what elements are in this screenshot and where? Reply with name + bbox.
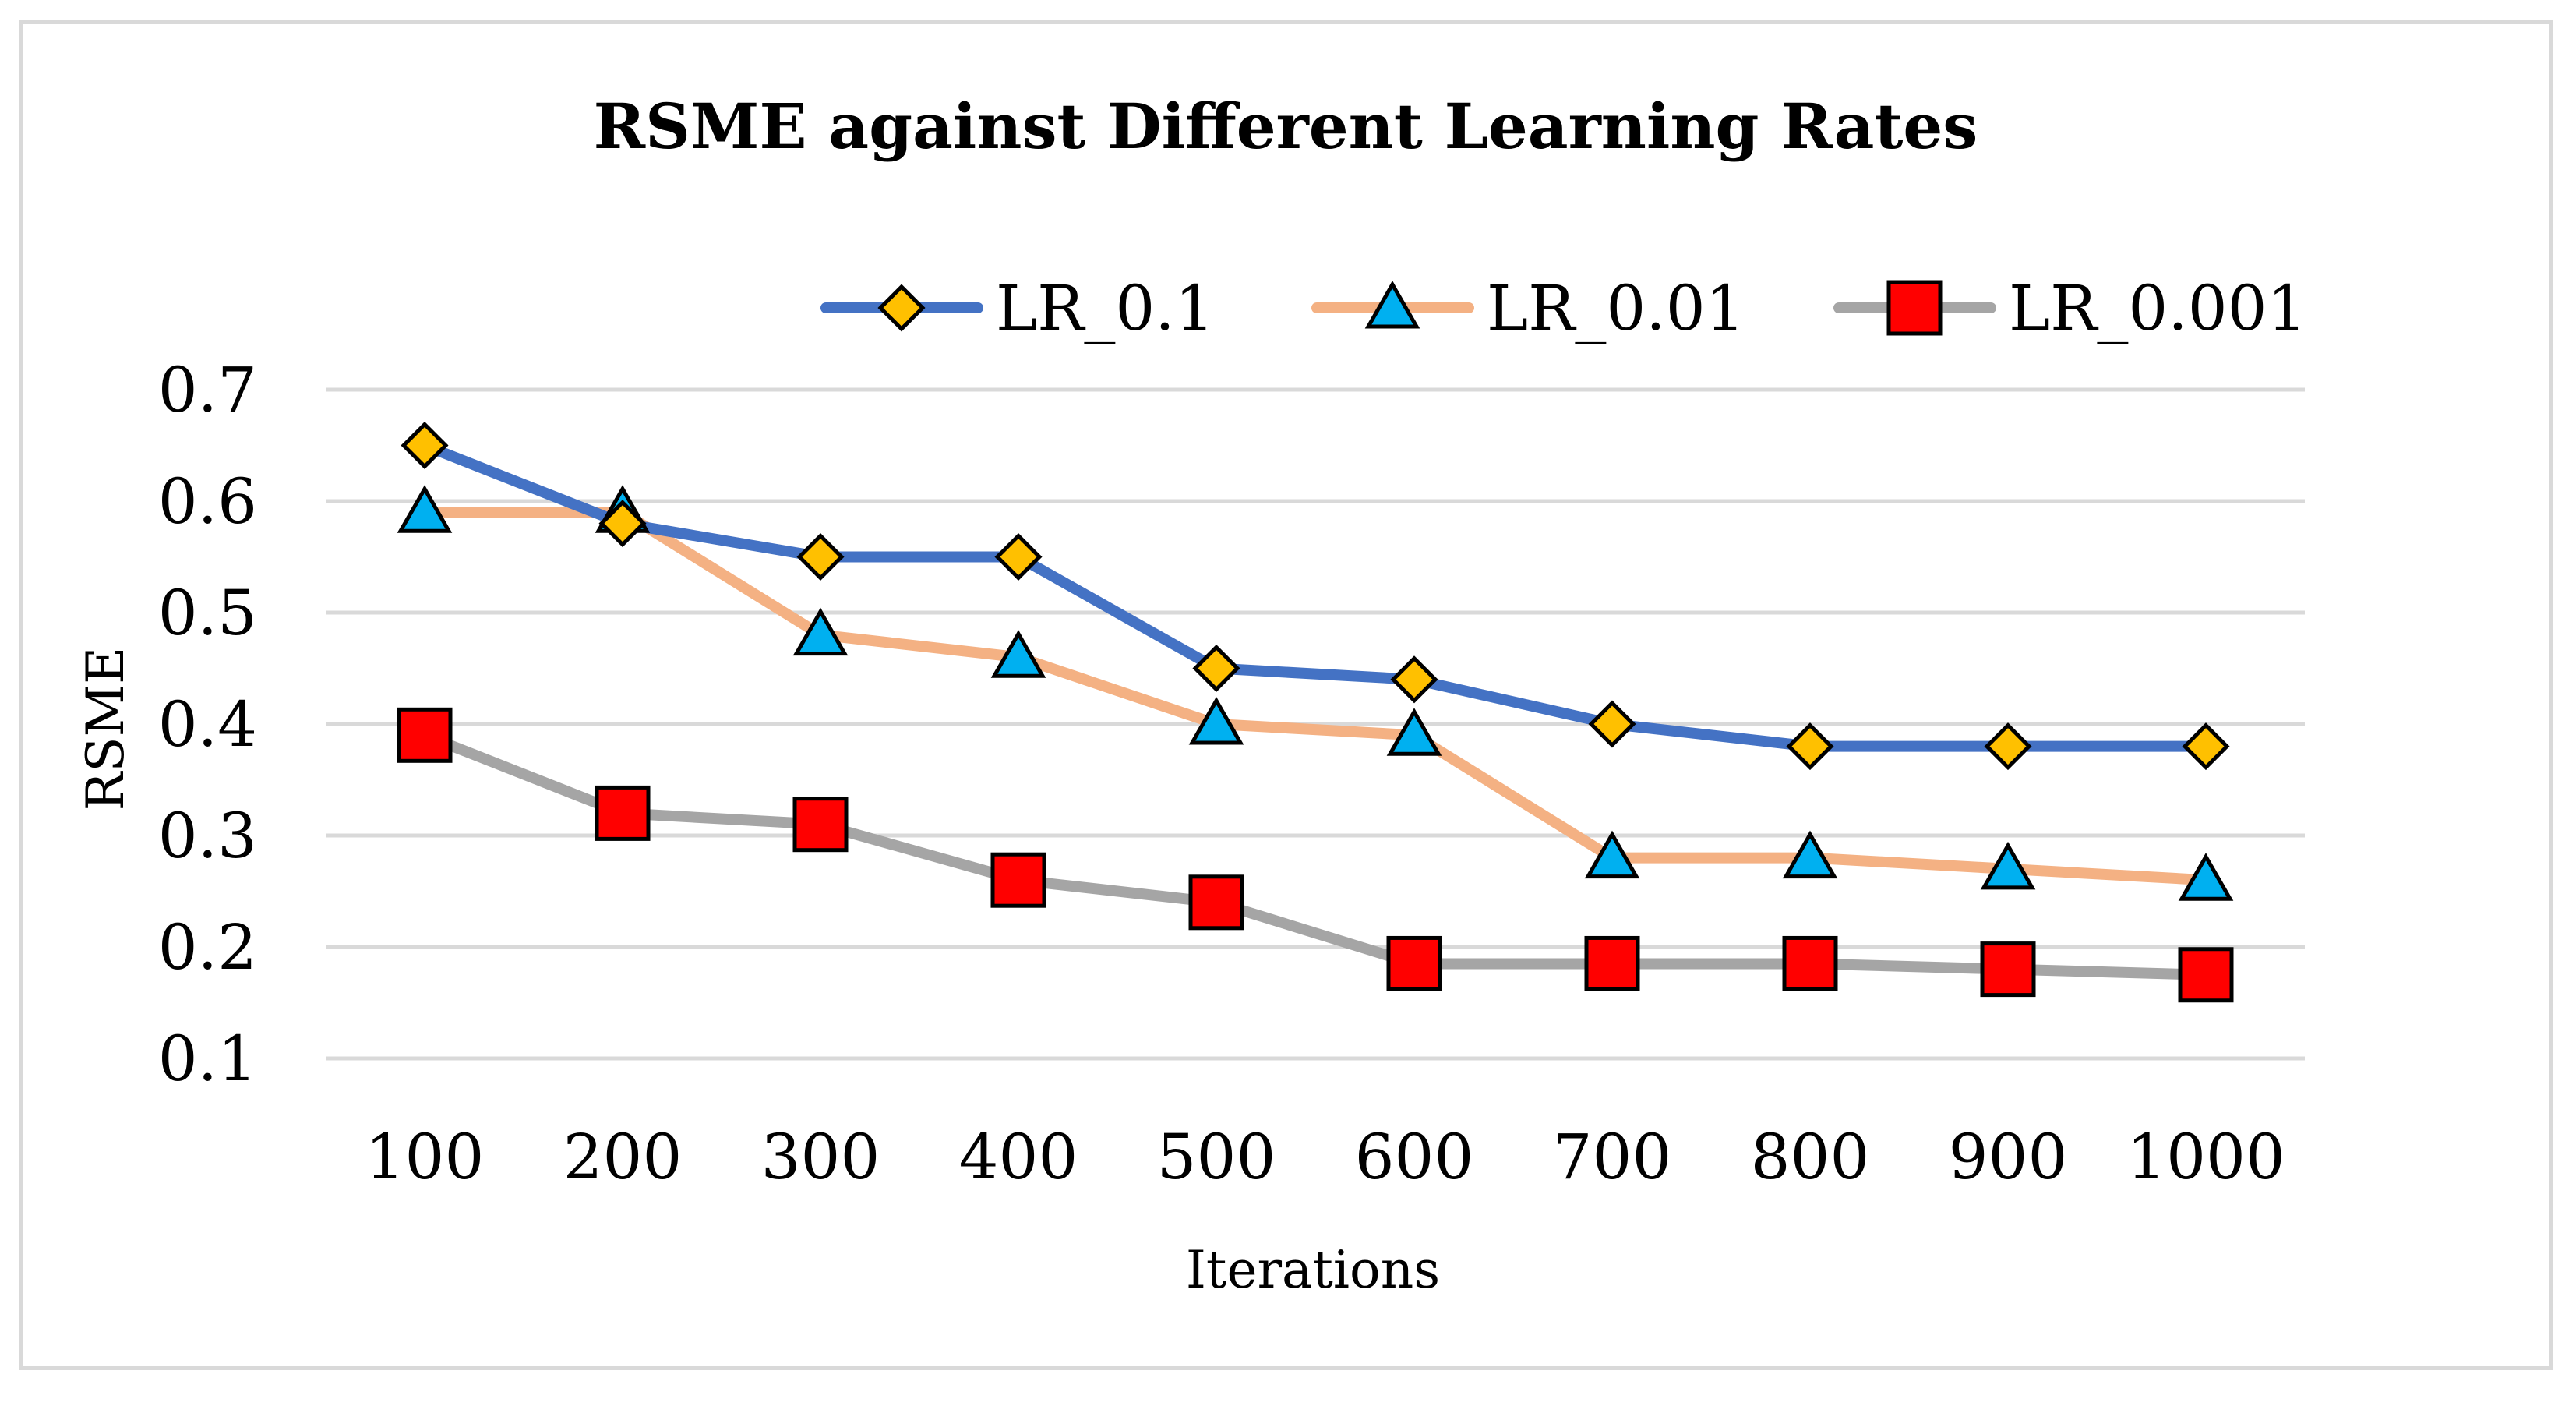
data-point-LR_0.001 (1782, 935, 1838, 991)
data-point-LR_0.001 (792, 797, 849, 853)
data-point-LR_0.001 (1188, 874, 1244, 931)
data-point-LR_0.001 (2178, 947, 2234, 1003)
x-tick-label: 400 (959, 1121, 1078, 1193)
data-point-LR_0.01 (2178, 853, 2234, 901)
data-point-LR_0.1 (796, 532, 845, 581)
y-tick-label: 0.3 (158, 800, 257, 872)
series-group (397, 421, 2234, 1003)
x-tick-label: 100 (365, 1121, 485, 1193)
data-point-LR_0.1 (401, 421, 449, 470)
legend-marker-LR_0.01 (1364, 280, 1420, 329)
x-tick-label: 600 (1355, 1121, 1474, 1193)
data-point-LR_0.01 (1980, 841, 2036, 890)
data-point-LR_0.01 (1782, 830, 1838, 879)
legend-marker-LR_0.001 (1886, 280, 1943, 336)
data-point-LR_0.01 (792, 607, 849, 656)
data-point-LR_0.1 (2182, 722, 2230, 771)
data-point-LR_0.1 (994, 532, 1043, 581)
data-point-LR_0.001 (595, 785, 651, 841)
y-tick-label: 0.5 (158, 577, 257, 649)
x-axis-ticks: 100 200 300 400 500 600 700 800 900 1000 (365, 1121, 2285, 1193)
series-line-LR_0.001 (419, 729, 2211, 980)
x-tick-label: 800 (1751, 1121, 1870, 1193)
y-axis-ticks: 0.1 0.2 0.3 0.4 0.5 0.6 0.7 (158, 354, 257, 1095)
legend-label-LR_0.001: LR_0.001 (2009, 272, 2306, 344)
series-line-LR_0.1 (419, 440, 2211, 752)
y-tick-label: 0.4 (158, 688, 257, 761)
data-point-LR_0.1 (1984, 722, 2032, 771)
data-point-LR_0.01 (1386, 708, 1442, 756)
legend-label-LR_0.1: LR_0.1 (996, 272, 1215, 344)
data-point-LR_0.01 (1584, 830, 1640, 879)
data-point-LR_0.001 (1980, 941, 2036, 998)
legend-label-LR_0.01: LR_0.01 (1487, 272, 1745, 344)
chart-title: RSME against Different Learning Rates (594, 90, 1978, 163)
x-tick-label: 700 (1553, 1121, 1672, 1193)
data-point-LR_0.001 (990, 852, 1046, 908)
legend: LR_0.1 LR_0.01 LR_0.001 (820, 272, 2306, 344)
data-point-LR_0.1 (1786, 722, 1834, 771)
y-tick-label: 0.1 (158, 1023, 257, 1095)
y-axis-label: RSME (76, 647, 136, 811)
data-point-LR_0.1 (598, 500, 647, 548)
legend-marker-LR_0.1 (877, 284, 926, 332)
y-tick-label: 0.7 (158, 354, 257, 426)
data-point-LR_0.1 (1588, 700, 1636, 748)
x-tick-label: 1000 (2126, 1121, 2285, 1193)
chart-frame (19, 20, 2553, 1370)
gridlines (326, 387, 2305, 1061)
data-point-LR_0.01 (397, 485, 453, 533)
data-point-LR_0.001 (1386, 935, 1442, 991)
data-point-LR_0.001 (397, 707, 453, 763)
x-tick-label: 200 (563, 1121, 683, 1193)
data-point-LR_0.001 (1584, 935, 1640, 991)
data-point-LR_0.01 (990, 630, 1046, 678)
x-tick-label: 300 (761, 1121, 880, 1193)
data-point-LR_0.1 (1192, 644, 1240, 693)
x-tick-label: 500 (1157, 1121, 1276, 1193)
x-tick-label: 900 (1949, 1121, 2068, 1193)
x-axis-label: Iterations (1186, 1240, 1440, 1300)
data-point-LR_0.1 (1390, 655, 1438, 704)
data-point-LR_0.01 (1188, 696, 1244, 745)
series-line-LR_0.01 (419, 507, 2211, 886)
y-tick-label: 0.6 (158, 465, 257, 538)
y-tick-label: 0.2 (158, 911, 257, 984)
